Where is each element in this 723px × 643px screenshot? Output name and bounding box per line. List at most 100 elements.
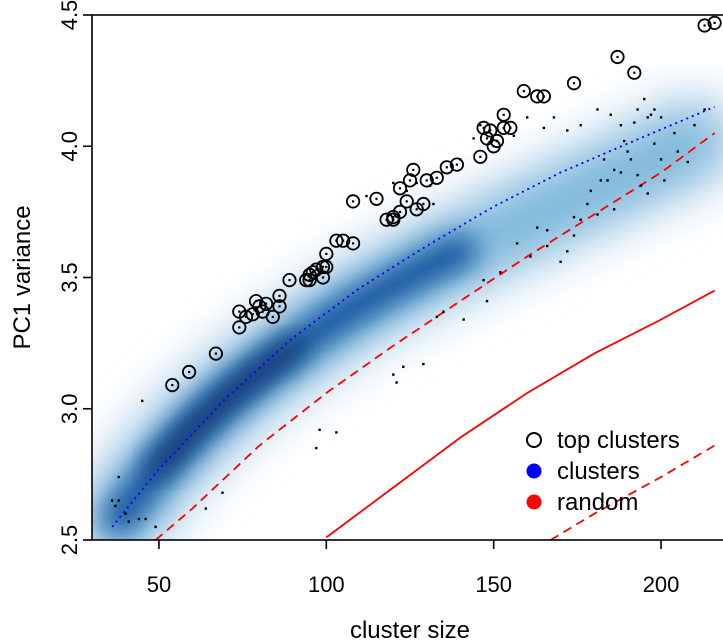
cluster-point (402, 365, 405, 368)
top-cluster-center (502, 113, 505, 116)
cluster-point (623, 139, 626, 143)
top-cluster-center (713, 21, 716, 24)
cluster-point (659, 116, 663, 119)
legend-label: clusters (557, 458, 640, 485)
cluster-point (318, 428, 321, 431)
top-cluster-center (412, 168, 415, 171)
top-cluster-point (496, 107, 511, 122)
cluster-point (586, 202, 589, 206)
cluster-point (479, 124, 482, 127)
top-cluster-center (238, 326, 241, 329)
cluster-point (144, 517, 147, 521)
top-cluster-center (435, 176, 438, 179)
cluster-point (117, 499, 120, 502)
top-cluster-center (251, 313, 254, 316)
top-cluster-center (616, 55, 619, 59)
random-upper-line (155, 132, 716, 540)
cluster-point (613, 208, 616, 211)
points (110, 15, 722, 529)
cluster-point (221, 491, 224, 494)
top-cluster-point (345, 194, 361, 209)
top-cluster-center (352, 200, 355, 203)
top-cluster-center (171, 384, 174, 387)
top-cluster-center (542, 95, 545, 98)
top-cluster-center (308, 279, 311, 282)
cluster-point (512, 134, 515, 137)
top-cluster-center (321, 276, 325, 279)
top-cluster-center (271, 315, 274, 318)
top-cluster-point (165, 377, 180, 393)
cluster-point (643, 97, 646, 101)
top-cluster-point (610, 49, 625, 65)
top-cluster-point (265, 309, 280, 324)
cluster-point (422, 362, 425, 366)
y-tick-label: 3.0 (57, 394, 82, 425)
cluster-point (536, 226, 539, 229)
top-cluster-center (509, 126, 512, 129)
cluster-point (572, 215, 576, 219)
top-cluster-point (566, 76, 582, 91)
top-cluster-point (232, 320, 247, 335)
top-cluster-center (278, 305, 281, 308)
top-cluster-point (272, 299, 287, 314)
top-cluster-center (495, 139, 499, 143)
cluster-point (619, 171, 623, 174)
top-cluster-center (405, 200, 408, 203)
cluster-point (515, 242, 519, 245)
cluster-point (432, 202, 435, 206)
top-cluster-point (345, 236, 361, 251)
top-cluster-center (485, 137, 489, 140)
top-cluster-point (208, 346, 223, 361)
top-cluster-center (288, 279, 291, 282)
cluster-point (663, 179, 666, 182)
legend-label: top clusters (557, 427, 680, 454)
clusters-fit-line (111, 106, 715, 528)
cluster-point (649, 113, 653, 116)
random-lower-line (550, 444, 716, 540)
top-cluster-point (429, 170, 444, 185)
cluster-point (676, 150, 679, 153)
legend-marker-random (526, 494, 542, 510)
cluster-point (606, 179, 609, 182)
top-cluster-point (238, 309, 254, 324)
random-mean-line (325, 289, 716, 539)
cluster-point (482, 278, 485, 282)
y-tick-label: 4.5 (57, 0, 82, 30)
top-cluster-center (703, 24, 706, 27)
top-cluster-center (408, 179, 412, 182)
cluster-point (703, 108, 706, 111)
cluster-point (609, 113, 612, 116)
cluster-point (639, 184, 643, 187)
cluster-point (659, 158, 663, 161)
top-cluster-center (398, 210, 402, 213)
cluster-point (392, 373, 395, 376)
top-cluster-center (278, 294, 281, 297)
top-cluster-center (482, 126, 485, 129)
cluster-point (653, 142, 656, 145)
cluster-point (602, 158, 606, 161)
legend: top clusters clusters random (526, 427, 680, 516)
top-cluster-center (572, 82, 576, 85)
cluster-point (542, 126, 546, 130)
top-cluster-center (325, 252, 328, 255)
top-cluster-point (392, 181, 408, 196)
top-cluster-point (697, 18, 712, 33)
top-cluster-point (503, 120, 518, 136)
x-tick-label: 50 (147, 572, 171, 597)
cluster-point (636, 173, 639, 177)
top-cluster-center (392, 216, 395, 219)
cluster-point (546, 244, 549, 248)
top-cluster-point (536, 89, 552, 104)
top-cluster-point (516, 84, 531, 99)
legend-marker-clusters (526, 463, 542, 479)
cluster-point (335, 431, 338, 434)
cluster-point (552, 116, 556, 119)
top-cluster-center (398, 187, 402, 190)
cluster-point (141, 399, 144, 403)
cluster-point (653, 108, 656, 111)
top-cluster-center (375, 197, 378, 200)
cluster-point (636, 108, 639, 111)
top-cluster-center (311, 271, 314, 274)
cluster-point (365, 194, 368, 198)
